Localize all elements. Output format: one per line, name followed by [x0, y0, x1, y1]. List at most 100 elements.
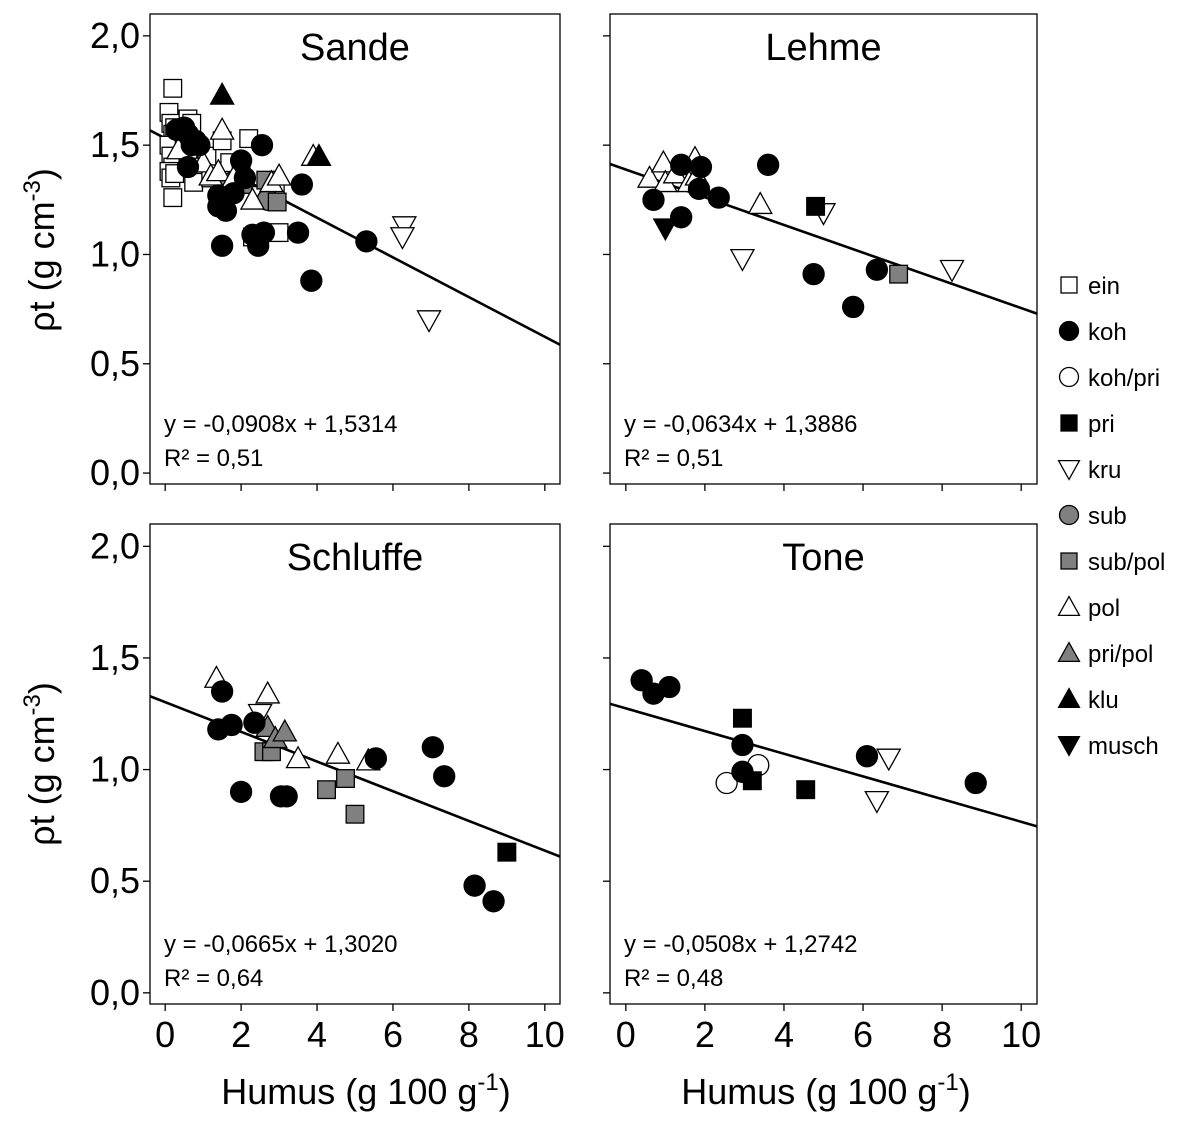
data-point-kru: [864, 790, 890, 814]
legend-item-klu: klu: [1057, 687, 1119, 714]
data-point-koh: [355, 230, 378, 253]
x-tick-label: 6: [383, 1014, 403, 1055]
data-point-kru: [939, 259, 965, 283]
r-squared: R² = 0,51: [164, 445, 263, 472]
regression-equation: y = -0,0908x + 1,5314: [164, 411, 398, 438]
data-point-sub-pol: [267, 192, 287, 212]
data-points: [159, 78, 442, 333]
legend-item-sub-pol: sub/pol: [1060, 549, 1165, 576]
y-tick-label: 1,5: [90, 124, 140, 165]
panel-schluffe: 0,0 0,5 1,0 1,5 2,0 0 2 4 6 8 10 Schluffe y = -0,066…: [90, 523, 565, 1055]
data-point-pol: [209, 116, 235, 140]
x-tick-label: 10: [525, 1014, 565, 1055]
data-point-koh: [731, 733, 754, 757]
data-points: [203, 665, 517, 913]
legend-item-koh: koh: [1058, 319, 1127, 346]
legend-marker-pol: [1057, 595, 1081, 617]
data-point-kru: [729, 248, 756, 272]
data-point-sub-pol: [345, 804, 365, 824]
legend-label: klu: [1088, 687, 1119, 714]
legend-label: ein: [1088, 273, 1120, 300]
legend: ein koh koh/pri pri kru sub sub/pol pol pri/pol k…: [1057, 273, 1165, 760]
legend-label: koh: [1088, 319, 1127, 346]
data-point-koh: [482, 890, 505, 913]
data-point-koh: [689, 155, 713, 179]
panel-title: Lehme: [765, 27, 881, 69]
trendline: [150, 695, 560, 858]
data-point-koh: [463, 874, 486, 897]
legend-marker-sub-pol: [1060, 552, 1078, 570]
data-point-pri: [497, 842, 517, 862]
data-point-kru: [416, 310, 442, 333]
y-tick-label: 0,5: [90, 343, 140, 384]
data-point-koh: [210, 234, 234, 257]
legend-item-koh-pri: koh/pri: [1058, 365, 1160, 392]
data-point-koh: [300, 269, 323, 292]
legend-label: sub: [1088, 503, 1127, 530]
data-point-ein: [163, 78, 183, 98]
data-point-koh: [233, 166, 257, 190]
data-point-koh: [670, 206, 693, 229]
data-point-koh: [687, 177, 711, 201]
legend-marker-kru: [1057, 459, 1081, 481]
x-tick-label: 6: [853, 1014, 873, 1055]
data-points: [630, 669, 987, 814]
data-point-pol: [205, 158, 231, 182]
data-point-pri: [796, 780, 816, 800]
r-squared: R² = 0,51: [624, 445, 723, 472]
y-tick-label: 1,5: [90, 637, 140, 678]
data-point-sub-pol: [336, 769, 355, 788]
regression-equation: y = -0,0508x + 1,2742: [624, 931, 858, 958]
legend-label: musch: [1088, 733, 1159, 760]
data-point-pri: [732, 708, 752, 728]
data-point-pol: [239, 186, 266, 210]
data-point-koh: [290, 173, 314, 196]
legend-label: pol: [1088, 595, 1120, 622]
legend-label: sub/pol: [1088, 549, 1165, 576]
data-point-koh: [229, 780, 253, 804]
plot-frame: [609, 523, 1038, 1005]
data-point-koh: [250, 134, 274, 157]
data-point-pol: [255, 680, 281, 704]
data-point-pri: [742, 771, 762, 791]
x-axis-title: Humus (g 100 g-1): [221, 1069, 510, 1112]
y-tick-label: 0,0: [90, 972, 140, 1013]
legend-item-pri-pol: pri/pol: [1057, 641, 1153, 668]
legend-marker-koh-pri: [1058, 366, 1080, 388]
data-point-pol: [285, 745, 311, 769]
data-point-pol: [747, 191, 773, 215]
panel-title: Schluffe: [287, 537, 424, 579]
data-point-koh: [433, 765, 456, 788]
data-point-koh: [220, 713, 243, 737]
data-point-koh: [252, 221, 276, 244]
data-points: [636, 145, 965, 319]
data-point-koh: [421, 736, 444, 759]
data-point-koh: [364, 747, 388, 770]
data-point-koh: [243, 711, 266, 734]
legend-marker-klu: [1057, 687, 1081, 709]
legend-label: pri/pol: [1088, 641, 1153, 668]
data-point-pol: [325, 741, 351, 764]
data-point-koh: [658, 675, 681, 699]
data-point-sub-pol: [889, 264, 909, 284]
data-point-pol: [636, 165, 663, 188]
x-tick-label: 4: [774, 1014, 794, 1055]
y-tick-label: 2,0: [90, 525, 140, 566]
x-axis-title: Humus (g 100 g-1): [681, 1069, 970, 1112]
y-tick-label: 1,0: [90, 233, 140, 274]
legend-marker-pri: [1060, 414, 1078, 432]
legend-item-pol: pol: [1057, 595, 1120, 622]
data-point-kru: [389, 227, 416, 250]
legend-label: koh/pri: [1088, 365, 1160, 392]
legend-marker-ein: [1060, 276, 1078, 294]
data-point-koh: [222, 182, 245, 205]
y-tick-label: 1,0: [90, 749, 140, 790]
legend-label: pri: [1088, 411, 1115, 438]
plot-frame: [609, 13, 1038, 485]
data-point-koh: [842, 295, 865, 319]
y-tick-label: 0,5: [90, 860, 140, 901]
data-point-klu: [306, 143, 332, 166]
panel-sande: 0,0 0,5 1,0 1,5 2,0 Sande y = -0,0908x + 1,531…: [90, 13, 561, 493]
